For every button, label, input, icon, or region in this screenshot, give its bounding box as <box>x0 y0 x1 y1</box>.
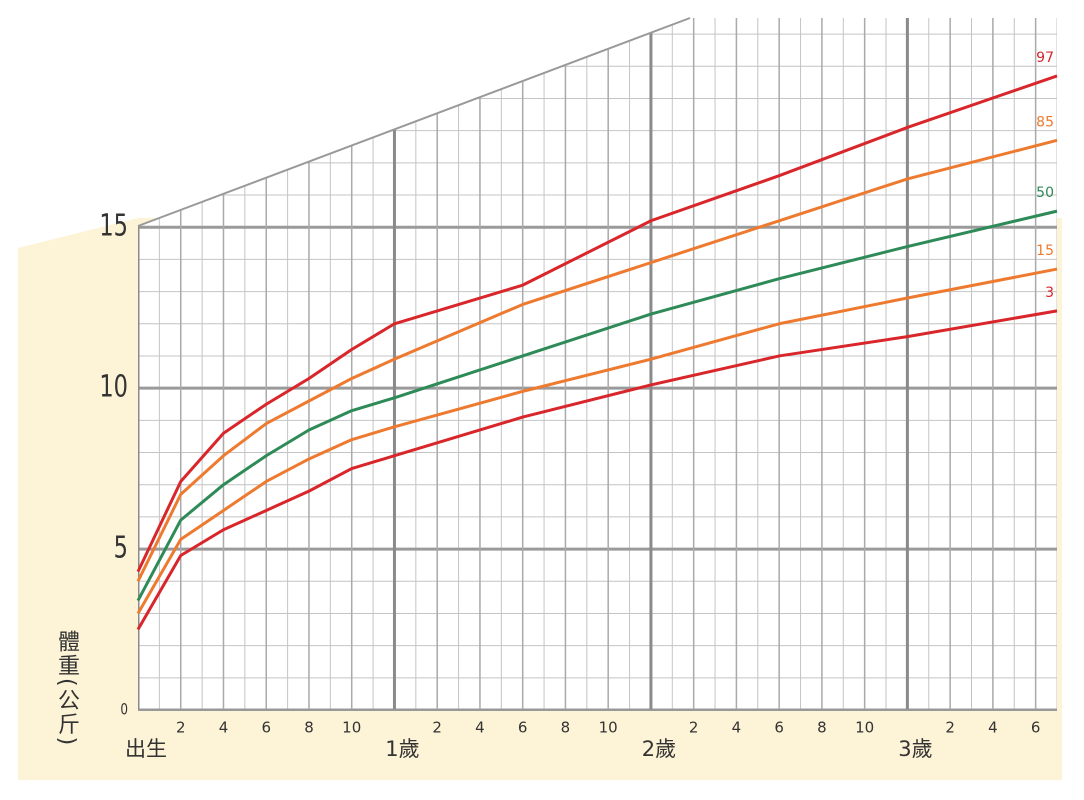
x-tick-label: 8 <box>561 719 571 737</box>
x-tick-label: 10 <box>342 719 361 737</box>
x-tick-label: 出生 <box>125 737 167 761</box>
y-tick-label: 0 <box>120 701 128 719</box>
x-tick-label: 2 <box>689 719 699 737</box>
x-tick-label: 2 <box>945 719 955 737</box>
y-tick-label: 5 <box>114 530 128 565</box>
y-tick-label: 15 <box>99 209 128 244</box>
growth-line <box>136 209 1058 602</box>
x-tick-label: 4 <box>475 719 485 737</box>
x-tick-label: 6 <box>1031 719 1041 737</box>
x-tick-label: 2歲 <box>642 737 676 761</box>
x-tick-label: 10 <box>855 719 874 737</box>
x-tick-label: 2 <box>176 719 186 737</box>
growth-line <box>136 267 1058 615</box>
plot-edge <box>137 17 691 227</box>
series-label: 50 <box>1036 185 1054 201</box>
x-tick-label: 1歲 <box>385 737 419 761</box>
growth-line <box>136 138 1058 582</box>
x-tick-label: 8 <box>817 719 827 737</box>
y-tick-label: 10 <box>99 369 128 404</box>
series-label: 3 <box>1045 285 1054 301</box>
growth-line <box>136 309 1058 631</box>
x-tick-label: 4 <box>988 719 998 737</box>
plot-area <box>138 18 1057 710</box>
series-label: 15 <box>1036 243 1054 259</box>
x-tick-label: 4 <box>219 719 229 737</box>
x-tick-label: 8 <box>304 719 314 737</box>
growth-line <box>136 74 1058 573</box>
x-tick-label: 2 <box>432 719 442 737</box>
series-label: 85 <box>1036 114 1054 130</box>
x-tick-label: 6 <box>261 719 271 737</box>
x-tick-label: 10 <box>599 719 618 737</box>
y-axis-label: 體重(公斤) <box>54 630 79 747</box>
x-tick-label: 3歲 <box>898 737 932 761</box>
x-tick-label: 6 <box>518 719 528 737</box>
series-label: 97 <box>1036 50 1054 66</box>
x-tick-label: 4 <box>732 719 742 737</box>
x-tick-label: 6 <box>774 719 784 737</box>
